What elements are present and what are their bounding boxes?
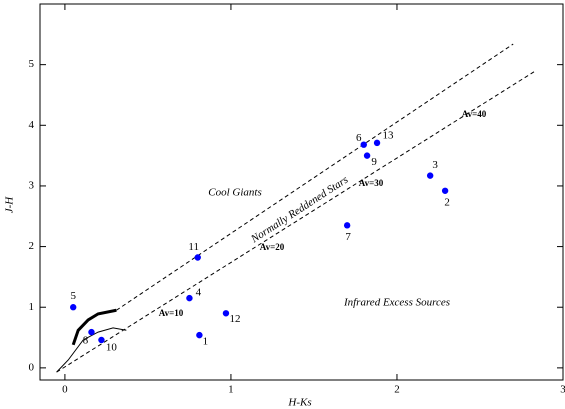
x-axis-label: H-Ks <box>287 397 311 409</box>
x-tick-label: 3 <box>560 384 565 396</box>
x-tick-label: 1 <box>228 384 234 396</box>
data-point <box>88 328 95 336</box>
y-tick-label: 4 <box>29 119 35 131</box>
data-point <box>70 304 77 311</box>
annotation: Av=40 <box>462 109 487 119</box>
data-point <box>343 222 351 229</box>
annotation: Av=10 <box>159 308 184 318</box>
y-tick-label: 3 <box>29 179 35 191</box>
point-label: 12 <box>229 313 240 325</box>
x-tick-label: 0 <box>62 384 68 396</box>
point-label: 2 <box>444 196 450 208</box>
point-label: 1 <box>203 336 209 348</box>
y-tick-label: 0 <box>29 361 35 373</box>
point-label: 3 <box>432 159 438 171</box>
point-label: 9 <box>371 156 377 168</box>
data-point <box>222 310 230 317</box>
point-label: 4 <box>196 287 202 299</box>
data-point <box>373 139 381 147</box>
y-axis-label: J-H <box>4 196 16 214</box>
y-tick-label: 1 <box>29 301 35 313</box>
locus-line <box>56 327 127 373</box>
point-label: 8 <box>83 335 89 347</box>
locus-line <box>71 308 117 346</box>
data-point <box>98 336 105 344</box>
data-point <box>441 187 449 194</box>
y-tick-label: 5 <box>29 58 35 70</box>
annotation: Normally Reddened Stars <box>248 174 350 246</box>
point-label: 5 <box>70 290 76 302</box>
x-tick-label: 2 <box>394 384 400 396</box>
data-point <box>196 331 203 339</box>
annotation: Cool Giants <box>208 187 261 199</box>
locus-line <box>56 70 536 373</box>
annotation: Av=30 <box>359 178 384 188</box>
point-label: 7 <box>345 231 351 243</box>
point-label: 6 <box>356 132 362 144</box>
y-tick-label: 2 <box>29 240 35 252</box>
data-point <box>360 141 367 148</box>
data-point <box>426 172 434 179</box>
point-label: 10 <box>106 342 118 354</box>
data-point <box>194 254 201 261</box>
plot-frame <box>39 3 564 381</box>
data-point <box>363 152 371 159</box>
locus-line <box>116 43 514 311</box>
point-label: 11 <box>188 241 199 253</box>
data-point <box>186 294 193 302</box>
point-label: 13 <box>383 129 395 141</box>
annotation: Infrared Excess Sources <box>343 297 450 309</box>
annotation: Av=20 <box>260 242 285 252</box>
